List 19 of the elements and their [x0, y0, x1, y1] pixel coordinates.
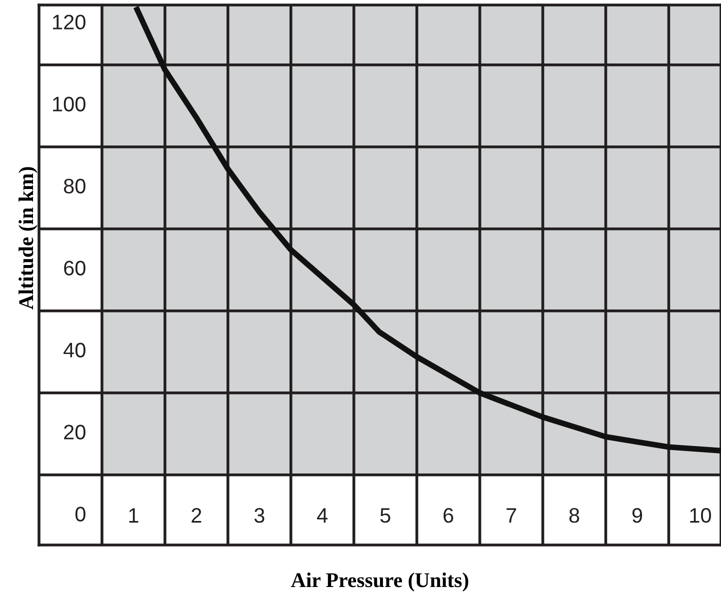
y-tick-label: 0: [75, 506, 86, 522]
y-tick-label: 80: [64, 178, 86, 194]
x-tick-label: 4: [317, 508, 328, 523]
x-tick-label: 10: [690, 508, 711, 523]
x-tick-label: 5: [380, 508, 390, 523]
x-tick-label: 1: [129, 508, 138, 523]
x-tick-label: 2: [192, 508, 202, 523]
x-axis-title: Air Pressure (Units): [291, 572, 468, 592]
x-tick-label: 7: [506, 508, 516, 523]
x-tick-label: 8: [569, 508, 580, 523]
y-tick-label: 120: [53, 14, 86, 30]
y-tick-label: 40: [64, 342, 86, 358]
x-tick-label: 9: [632, 508, 642, 523]
x-tick-label: 6: [444, 508, 454, 523]
y-tick-label: 60: [64, 260, 86, 276]
y-axis-title: Altitude (in km): [18, 167, 38, 310]
x-tick-label: 3: [254, 508, 264, 523]
y-tick-label: 100: [53, 96, 86, 112]
y-tick-label: 20: [64, 424, 86, 440]
